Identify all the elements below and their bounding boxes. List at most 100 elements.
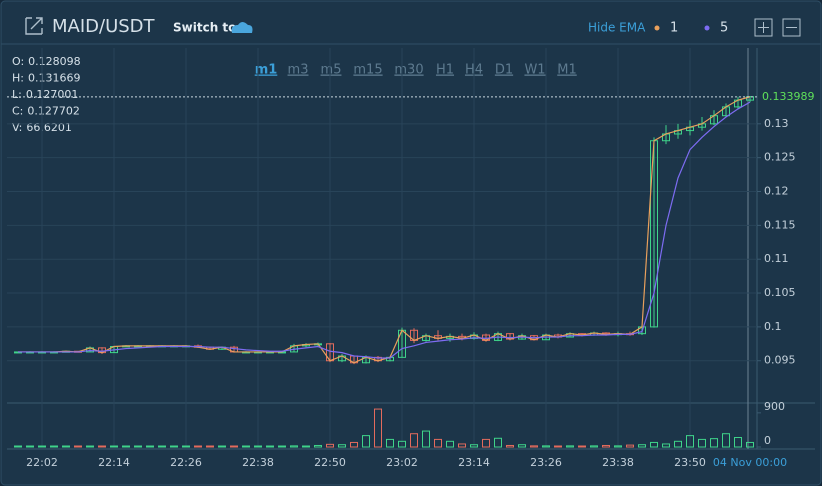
volume-tick-label: 900 [764, 400, 785, 413]
x-tick-label: 23:26 [530, 456, 562, 469]
volume-bar [362, 435, 370, 448]
x-tick-label: 23:38 [602, 456, 634, 469]
volume-bar [458, 443, 466, 448]
volume-bar [14, 445, 22, 448]
volume-tick-label: 0 [764, 434, 771, 447]
volume-bar [662, 443, 670, 448]
legend-swatch [704, 25, 710, 31]
x-tick-label: 22:14 [98, 456, 130, 469]
volume-bar [530, 445, 538, 448]
text-part: C: [12, 105, 23, 118]
ohlc-info: C: 0.127702 [12, 105, 80, 118]
ohlc-info: O: 0.128098 [12, 55, 81, 68]
volume-bar [338, 444, 346, 448]
volume-bar [182, 445, 190, 448]
volume-bar [86, 445, 94, 448]
timeframe-button[interactable]: D1 [495, 63, 513, 78]
ohlc-info: H: 0.131669 [12, 72, 80, 85]
volume-bar [566, 445, 574, 448]
x-tick-label: 23:14 [458, 456, 490, 469]
volume-bar [170, 445, 178, 448]
expand-icon[interactable] [25, 17, 43, 35]
volume-bar [134, 445, 142, 448]
volume-bar [98, 445, 106, 448]
zoom-in[interactable] [754, 18, 773, 37]
x-tick-label: 22:02 [26, 456, 58, 469]
timeframe-button[interactable]: m30 [394, 63, 423, 78]
volume-bar [206, 445, 214, 448]
volume-bar [62, 445, 70, 448]
volume-bar [590, 445, 598, 448]
volume-bar [470, 444, 478, 448]
timeframe-button[interactable]: M1 [557, 63, 577, 78]
volume-bar [626, 444, 634, 448]
volume-bar [734, 437, 742, 448]
timeframe-button[interactable]: W1 [524, 63, 545, 78]
y-tick-label: 0.115 [764, 218, 796, 231]
volume-bar [746, 441, 754, 448]
timeframe-button[interactable]: m15 [353, 63, 382, 78]
switch-icon[interactable] [231, 22, 253, 33]
volume-bar [398, 440, 406, 448]
x-tick-label: 23:02 [386, 456, 418, 469]
volume-bar [158, 445, 166, 448]
x-tick-label: 22:26 [170, 456, 202, 469]
volume-bar [146, 445, 154, 448]
volume-bar [506, 444, 514, 448]
volume-bar [674, 440, 682, 448]
text-part: 0.131669 [28, 72, 81, 85]
ohlc-info: L: 0.127001 [12, 88, 78, 101]
volume-bar [110, 445, 118, 448]
volume-bar [518, 444, 526, 448]
volume-bar [422, 430, 430, 448]
text-part: 66.6201 [26, 121, 72, 134]
text-part: 0.127702 [27, 105, 80, 118]
volume-bar [482, 438, 490, 448]
zoom-out[interactable] [782, 18, 801, 37]
volume-bar [50, 445, 58, 448]
text-part: 0.128098 [28, 55, 81, 68]
volume-bar [278, 445, 286, 448]
x-tick-label: 22:50 [314, 456, 346, 469]
text-part: V: [12, 121, 22, 134]
volume-bar [614, 445, 622, 448]
volume-bar [38, 445, 46, 448]
y-tick-label: 0.095 [764, 354, 796, 367]
switch-label[interactable]: Switch to [173, 21, 236, 35]
y-tick-label: 0.105 [764, 286, 796, 299]
timeframe-button[interactable]: m1 [255, 63, 278, 78]
volume-bar [194, 445, 202, 448]
volume-bar [494, 437, 502, 448]
volume-bar [638, 444, 646, 448]
volume-bar [434, 438, 442, 448]
volume-bar [122, 445, 130, 448]
ema-line [18, 101, 751, 359]
volume-bar [578, 445, 586, 448]
volume-bar [302, 445, 310, 448]
legend-label: 1 [670, 21, 678, 36]
volume-bar [686, 435, 694, 448]
hide-ema[interactable]: Hide EMA [588, 21, 646, 35]
pair-title: MAID/USDT [52, 16, 156, 37]
volume-bar [698, 438, 706, 448]
y-tick-label: 0.125 [764, 151, 796, 164]
volume-bar [374, 408, 382, 448]
legend-label: 5 [720, 21, 728, 36]
timeframe-button[interactable]: m3 [288, 63, 309, 78]
volume-bar [542, 445, 550, 448]
volume-bar [218, 445, 226, 448]
timeframe-button[interactable]: m5 [321, 63, 342, 78]
x-tick-label: 23:50 [674, 456, 706, 469]
volume-bar [386, 438, 394, 448]
timeframe-button[interactable]: H1 [436, 63, 454, 78]
text-part: L: [12, 88, 22, 101]
y-tick-label: 0.11 [764, 252, 789, 265]
volume-bar [290, 445, 298, 448]
volume-bar [446, 440, 454, 448]
volume-bar [266, 445, 274, 448]
legend-swatch [654, 25, 660, 31]
text-part: H: [12, 72, 24, 85]
